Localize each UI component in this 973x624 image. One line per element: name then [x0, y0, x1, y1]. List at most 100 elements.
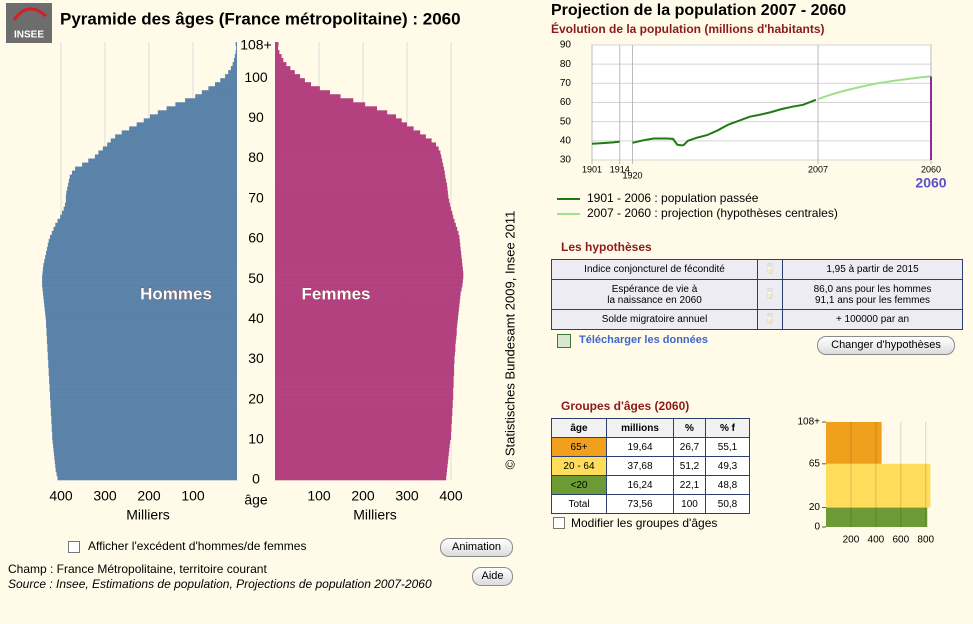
- x-axis-label: Milliers: [353, 507, 397, 523]
- change-button[interactable]: Changer d'hypothèses: [817, 336, 955, 355]
- cell: 22,1: [673, 475, 706, 495]
- bar: [275, 299, 460, 304]
- bar: [275, 339, 456, 344]
- edit-icon[interactable]: 🥛: [757, 279, 783, 310]
- bar: [42, 291, 238, 296]
- bar: [275, 467, 448, 473]
- y-tick-label: 108+: [797, 417, 820, 428]
- series-label: Hommes: [140, 284, 212, 303]
- bar: [230, 66, 237, 71]
- bar: [54, 455, 238, 461]
- y-tick-label: 80: [560, 59, 572, 70]
- bar: [275, 122, 407, 127]
- x-tick-label: 400: [49, 488, 73, 504]
- footer-scope: Champ : France Métropolitaine, territoir…: [8, 562, 267, 576]
- bar: [275, 222, 456, 228]
- groups-checkbox[interactable]: [553, 517, 565, 529]
- cell: 26,7: [673, 437, 706, 457]
- bar: [47, 343, 237, 348]
- bar: [275, 407, 453, 412]
- bar: [50, 395, 237, 400]
- y-tick-label: 100: [244, 69, 268, 85]
- bar: [275, 275, 464, 280]
- bar: [69, 174, 237, 179]
- bar: [275, 114, 396, 119]
- bar: [64, 202, 238, 208]
- bar: [275, 263, 463, 268]
- bar: [275, 363, 455, 368]
- bar: [55, 463, 237, 469]
- cell: 48,8: [705, 475, 750, 495]
- download-icon[interactable]: [557, 334, 571, 348]
- bar: [275, 315, 459, 320]
- bar: [275, 226, 458, 232]
- logo-text: INSEE: [14, 30, 44, 41]
- groups-title: Groupes d'âges (2060): [561, 399, 690, 413]
- bar: [275, 182, 448, 187]
- help-button[interactable]: Aide: [472, 567, 513, 586]
- edit-icon[interactable]: 🥛: [757, 259, 783, 280]
- bar: [49, 387, 238, 392]
- bar: [275, 126, 414, 131]
- bar: [50, 399, 237, 404]
- bar: [50, 407, 237, 412]
- bar: [275, 383, 454, 388]
- bar: [275, 271, 464, 276]
- y-axis-label: âge: [244, 492, 268, 508]
- bar: [43, 295, 238, 300]
- logo-swoosh: [12, 7, 47, 21]
- bar: [88, 158, 237, 163]
- header-cell: % f: [705, 418, 750, 438]
- animation-button[interactable]: Animation: [440, 538, 513, 557]
- bar: [275, 58, 284, 63]
- cell: 50,8: [705, 494, 750, 514]
- y-tick-label: 40: [248, 310, 264, 326]
- bar: [275, 74, 301, 79]
- download-link[interactable]: Télécharger les données: [579, 334, 708, 346]
- bar: [275, 347, 456, 352]
- bar: [275, 70, 295, 75]
- bar: [275, 331, 457, 336]
- right-title: Projection de la population 2007 - 2060: [551, 2, 846, 19]
- bar: [48, 238, 238, 244]
- bar: [275, 258, 462, 264]
- bar: [47, 347, 237, 352]
- bar: [275, 154, 442, 159]
- bar: [43, 263, 238, 268]
- cell: 1,95 à partir de 2015: [782, 259, 963, 280]
- bar: [275, 202, 451, 208]
- bar: [65, 194, 237, 200]
- bar: [275, 291, 461, 296]
- x-tick-label: 200: [351, 488, 375, 504]
- bar: [275, 447, 450, 453]
- bar: [275, 463, 448, 469]
- bar: [275, 174, 446, 179]
- bar: [43, 299, 238, 304]
- edit-icon[interactable]: 🥛: [757, 309, 783, 330]
- y-tick-label: 60: [248, 230, 264, 246]
- bar: [51, 423, 238, 429]
- bar: [275, 246, 461, 252]
- bar: [275, 186, 448, 191]
- row: Espérance de vie à la naissance en 2060 🥛…: [551, 279, 963, 310]
- bar: [275, 158, 443, 163]
- line-title: Évolution de la population (millions d'h…: [551, 21, 825, 36]
- bar: [136, 122, 237, 127]
- excess-checkbox[interactable]: [68, 541, 80, 553]
- bar: [175, 102, 237, 107]
- bar: [275, 66, 291, 71]
- bar: [49, 375, 238, 380]
- cell: 65+: [551, 437, 607, 457]
- row: 65+ 19,64 26,7 55,1: [551, 437, 750, 457]
- bar: [275, 50, 280, 55]
- bar: [275, 98, 354, 103]
- bar: [51, 419, 237, 425]
- bar: [275, 335, 457, 340]
- bar: [275, 319, 458, 324]
- bar: [48, 371, 238, 376]
- bar: [275, 110, 388, 115]
- bar: [51, 230, 238, 236]
- bar: [275, 411, 453, 417]
